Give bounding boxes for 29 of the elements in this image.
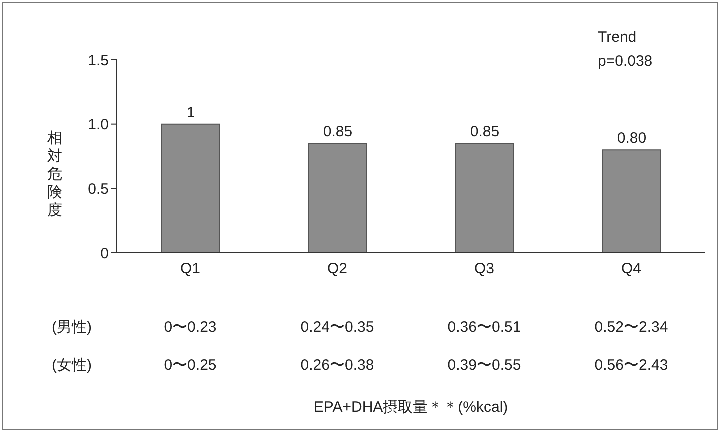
text: 0〜0.23: [163, 318, 218, 337]
text: 0.56〜2.43: [594, 356, 670, 375]
x-tick-label: Q3: [474, 260, 495, 278]
text: 0.36〜0.51: [446, 318, 522, 337]
text: EPA+DHA摂取量＊＊(%kcal): [312, 398, 510, 417]
y-tick-label: 0.5: [88, 180, 109, 198]
bar: [602, 150, 662, 253]
data-label: 0.80: [617, 130, 647, 148]
text: 0.26〜0.38: [300, 356, 376, 375]
annotation: Trend p=0.038: [598, 28, 653, 72]
data-label: 0.85: [470, 124, 500, 141]
text: (女性): [52, 356, 92, 375]
text: 0.24〜0.35: [300, 318, 376, 337]
bar: [162, 124, 220, 253]
bar: [456, 143, 514, 253]
x-tick-label: Q4: [621, 260, 642, 278]
bar: [308, 143, 368, 253]
x-tick-label: Q2: [327, 260, 348, 278]
y-tick-label: 0: [100, 245, 109, 262]
text: (男性): [52, 318, 92, 337]
y-tick-label: 1.5: [88, 52, 109, 70]
y-axis-title: 相対危険度: [46, 130, 64, 220]
data-label: 0.85: [323, 124, 353, 141]
text: 0.39〜0.55: [446, 356, 522, 375]
data-label: 1: [186, 104, 196, 122]
text: 0〜0.25: [163, 356, 218, 375]
x-tick-label: Q1: [180, 260, 201, 278]
y-tick-label: 1.0: [88, 116, 109, 134]
text: 0.52〜2.34: [594, 318, 670, 337]
